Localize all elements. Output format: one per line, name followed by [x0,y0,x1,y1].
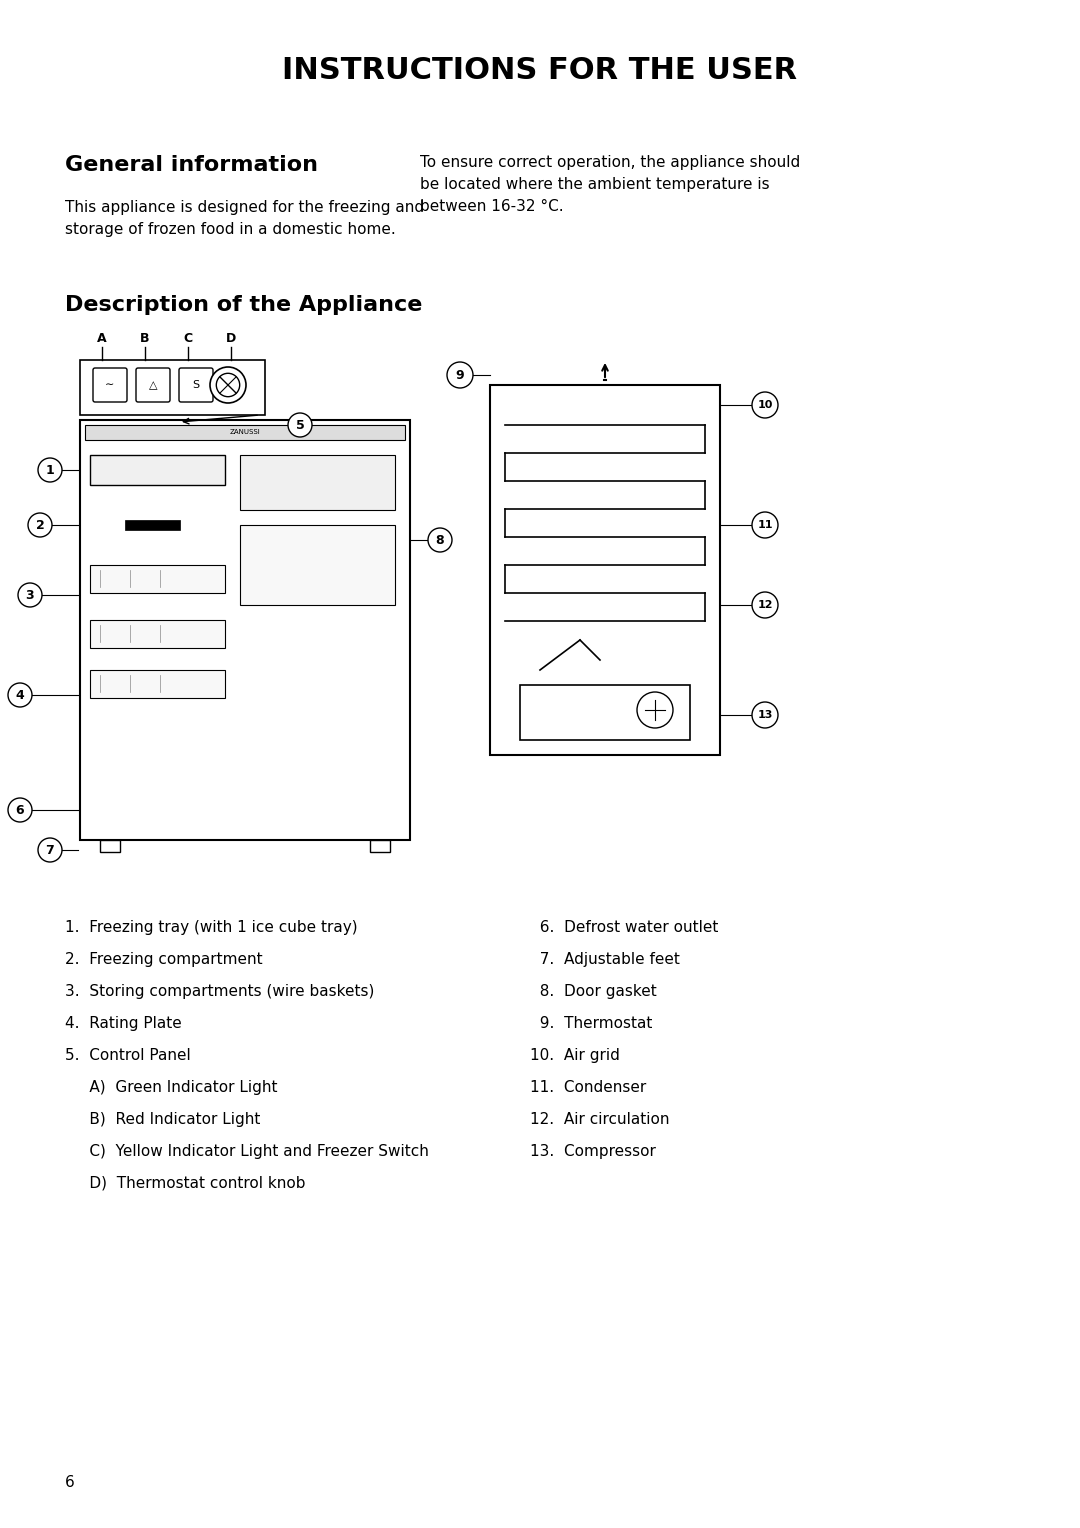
Text: ZANUSSI: ZANUSSI [230,429,260,435]
Circle shape [38,458,62,481]
Text: General information: General information [65,154,318,176]
Text: △: △ [149,380,158,390]
Circle shape [428,529,453,552]
Text: 9.  Thermostat: 9. Thermostat [530,1016,652,1031]
Text: C)  Yellow Indicator Light and Freezer Switch: C) Yellow Indicator Light and Freezer Sw… [65,1144,429,1160]
Text: B)  Red Indicator Light: B) Red Indicator Light [65,1112,260,1128]
Bar [100,840,120,853]
Bar [370,840,390,853]
Text: 8.  Door gasket: 8. Door gasket [530,984,657,999]
Text: 6: 6 [16,804,25,816]
Text: C: C [184,332,192,344]
Text: 2: 2 [36,518,44,532]
FancyBboxPatch shape [93,368,127,402]
Bar [90,669,225,698]
Text: ∼: ∼ [106,380,114,390]
Bar [490,385,720,755]
Circle shape [18,584,42,607]
Circle shape [210,367,246,403]
Text: 5: 5 [296,419,305,431]
Text: To ensure correct operation, the appliance should
be located where the ambient t: To ensure correct operation, the applian… [420,154,800,214]
Text: 8: 8 [435,533,444,547]
Text: D)  Thermostat control knob: D) Thermostat control knob [65,1177,306,1190]
Bar [125,520,180,530]
Bar [80,361,265,416]
Circle shape [8,798,32,822]
Text: 6: 6 [65,1475,75,1490]
Text: INSTRUCTIONS FOR THE USER: INSTRUCTIONS FOR THE USER [283,55,797,84]
Bar [240,455,395,510]
Circle shape [288,413,312,437]
Text: A)  Green Indicator Light: A) Green Indicator Light [65,1080,278,1096]
Text: 3.  Storing compartments (wire baskets): 3. Storing compartments (wire baskets) [65,984,375,999]
Text: 6.  Defrost water outlet: 6. Defrost water outlet [530,920,718,935]
Text: 11: 11 [757,520,773,530]
Text: 13.  Compressor: 13. Compressor [530,1144,656,1160]
Circle shape [28,513,52,536]
Text: 2.  Freezing compartment: 2. Freezing compartment [65,952,262,967]
Circle shape [752,512,778,538]
Text: 11.  Condenser: 11. Condenser [530,1080,646,1096]
Circle shape [38,837,62,862]
Text: 3: 3 [26,588,35,602]
Text: D: D [226,332,237,344]
Text: 12: 12 [757,601,773,610]
Text: 10.  Air grid: 10. Air grid [530,1048,620,1063]
Bar [240,526,395,605]
Text: A: A [97,332,107,344]
Text: 7: 7 [45,843,54,857]
Circle shape [637,692,673,727]
Text: 12.  Air circulation: 12. Air circulation [530,1112,670,1128]
Bar [90,620,225,648]
Bar [80,420,410,840]
Text: 13: 13 [757,711,772,720]
Text: 4.  Rating Plate: 4. Rating Plate [65,1016,181,1031]
FancyBboxPatch shape [136,368,170,402]
Circle shape [216,373,240,397]
Bar [90,455,225,484]
Circle shape [752,591,778,617]
Circle shape [447,362,473,388]
Circle shape [8,683,32,707]
Text: S: S [192,380,200,390]
Text: 1: 1 [45,463,54,477]
FancyBboxPatch shape [179,368,213,402]
Text: Description of the Appliance: Description of the Appliance [65,295,422,315]
Text: 1.  Freezing tray (with 1 ice cube tray): 1. Freezing tray (with 1 ice cube tray) [65,920,357,935]
Circle shape [752,393,778,419]
Text: 10: 10 [757,400,772,410]
Text: 9: 9 [456,368,464,382]
Text: 5.  Control Panel: 5. Control Panel [65,1048,191,1063]
Bar [85,425,405,440]
Bar [519,685,690,740]
Text: 4: 4 [15,689,25,701]
Text: B: B [140,332,150,344]
Bar [90,565,225,593]
Circle shape [752,701,778,727]
Text: This appliance is designed for the freezing and
storage of frozen food in a dome: This appliance is designed for the freez… [65,200,424,237]
Text: 7.  Adjustable feet: 7. Adjustable feet [530,952,680,967]
